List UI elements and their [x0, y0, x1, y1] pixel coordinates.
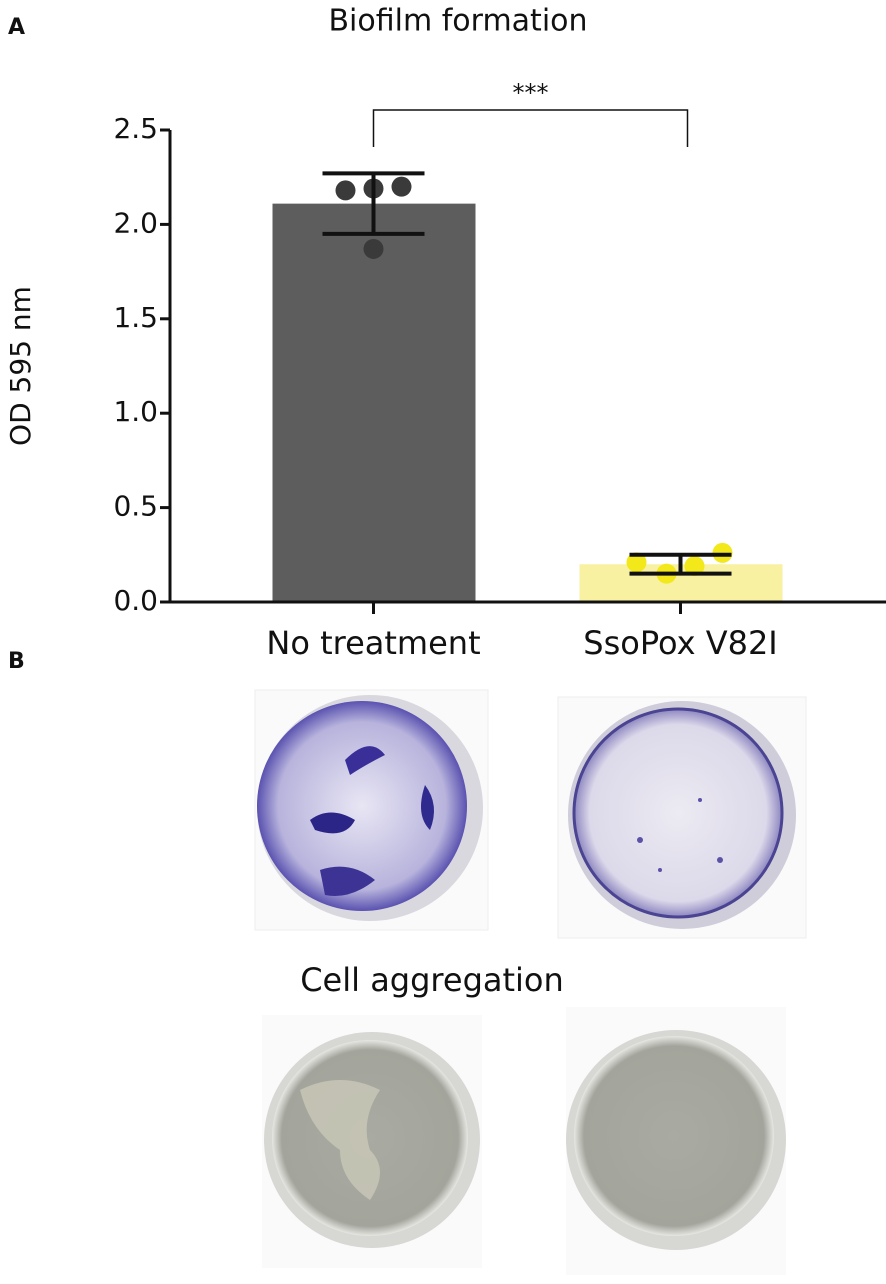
y-tick-label: 2.0: [113, 206, 158, 239]
data-point: [391, 176, 412, 197]
data-point: [626, 552, 647, 573]
data-point: [335, 180, 356, 201]
chart-title: Biofilm formation: [328, 4, 587, 39]
y-tick-label: 1.0: [113, 395, 158, 428]
x-tick-label: SsoPox V82I: [583, 624, 777, 662]
y-tick-label: 1.5: [113, 301, 158, 334]
bar: [272, 203, 476, 602]
panel-label: A: [8, 15, 25, 40]
data-point: [684, 556, 705, 577]
error-bar: [629, 552, 732, 576]
panel-label: B: [8, 649, 25, 674]
photo-aggregation-treated: [566, 1007, 786, 1275]
data-point: [363, 238, 384, 259]
y-tick-label: 0.0: [113, 584, 158, 617]
y-tick-label: 2.5: [113, 112, 158, 145]
y-axis-label: OD 595 nm: [4, 286, 37, 446]
panel-caption: Cell aggregation: [300, 961, 564, 999]
y-tick-label: 0.5: [113, 490, 158, 523]
photo-biofilm-untreated: [254, 689, 489, 931]
x-tick-label: No treatment: [266, 624, 480, 662]
photo-biofilm-treated: [557, 696, 807, 939]
error-bar: [322, 171, 425, 236]
significance-bracket: [372, 109, 689, 147]
significance-label: ***: [513, 79, 549, 107]
photo-aggregation-untreated: [262, 1015, 482, 1268]
